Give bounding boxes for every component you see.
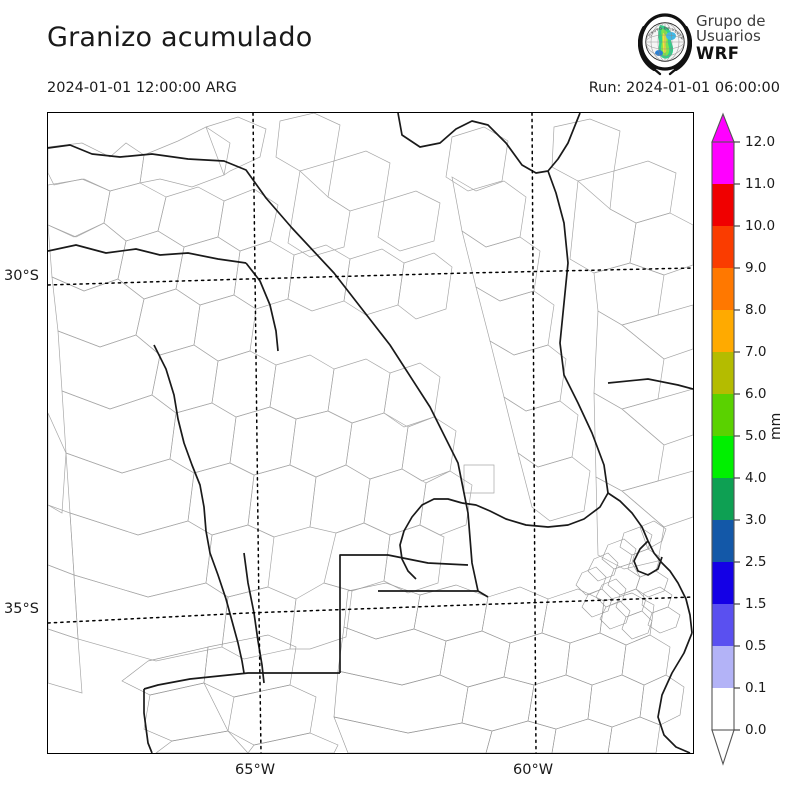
colorbar-band xyxy=(712,310,734,352)
wrf-globe-emblem-icon: GRUPO DE USUARIOS WRF xyxy=(636,9,693,76)
colorbar-color-bands xyxy=(712,142,734,730)
colorbar[interactable]: 12.0 11.0 10.0 9.0 8.0 7.0 6.0 5.0 4.0 3.0 2.5 1.5 0… xyxy=(700,110,800,790)
colorbar-band xyxy=(712,562,734,604)
colorbar-tick-label: 1.5 xyxy=(745,596,767,612)
gridline-lon-60 xyxy=(531,113,537,753)
colorbar-tick-label: 10.0 xyxy=(745,218,776,234)
gridline-lat-35 xyxy=(48,596,693,624)
colorbar-over-arrow xyxy=(711,112,735,143)
colorbar-band xyxy=(712,184,734,226)
colorbar-gradient-bar xyxy=(711,112,740,766)
valid-time-label: 2024-01-01 12:00:00 ARG xyxy=(47,80,237,96)
graticule-gridlines-layer xyxy=(48,113,693,753)
colorbar-band xyxy=(712,478,734,520)
colorbar-tick-label: 12.0 xyxy=(745,134,776,150)
colorbar-tick-label: 0.0 xyxy=(745,722,767,738)
colorbar-tick-label: 4.0 xyxy=(745,470,767,486)
axis-label-lon-65: 65°W xyxy=(235,762,276,778)
colorbar-band xyxy=(712,436,734,478)
colorbar-band xyxy=(712,646,734,688)
colorbar-band xyxy=(712,268,734,310)
colorbar-tick-label: 9.0 xyxy=(745,260,767,276)
map-vector-layers xyxy=(48,113,693,753)
axis-label-lat-30: 30°S xyxy=(4,268,39,284)
colorbar-tick-marks xyxy=(734,141,740,731)
logo-text-block: Grupo de Usuarios WRF xyxy=(696,12,766,63)
colorbar-band xyxy=(712,688,734,730)
wrf-user-group-logo: GRUPO DE USUARIOS WRF Grupo de Usuarios … xyxy=(636,9,798,78)
logo-line-2: Usuarios xyxy=(696,27,761,46)
colorbar-tick-label: 0.5 xyxy=(745,638,767,654)
gridline-lon-65 xyxy=(252,113,262,753)
colorbar-tick-label: 3.0 xyxy=(745,512,767,528)
page-title: Granizo acumulado xyxy=(47,22,313,53)
colorbar-band xyxy=(712,604,734,646)
axis-label-lon-60: 60°W xyxy=(513,762,554,778)
colorbar-tick-label: 6.0 xyxy=(745,386,767,402)
colorbar-band xyxy=(712,142,734,184)
colorbar-under-arrow xyxy=(711,729,735,766)
colorbar-unit-label: mm xyxy=(768,412,784,440)
colorbar-band xyxy=(712,394,734,436)
map-plot-area[interactable] xyxy=(47,112,694,754)
province-boundaries-layer xyxy=(48,113,693,753)
colorbar-band xyxy=(712,352,734,394)
model-run-label: Run: 2024-01-01 06:00:00 xyxy=(588,80,780,96)
colorbar-tick-label: 11.0 xyxy=(745,176,776,192)
colorbar-band xyxy=(712,226,734,268)
colorbar-tick-label: 0.1 xyxy=(745,680,767,696)
colorbar-tick-label: 8.0 xyxy=(745,302,767,318)
colorbar-tick-label: 7.0 xyxy=(745,344,767,360)
axis-label-lat-35: 35°S xyxy=(4,601,39,617)
colorbar-tick-label: 5.0 xyxy=(745,428,767,444)
department-boundaries-layer xyxy=(48,113,693,753)
colorbar-tick-label: 2.5 xyxy=(745,554,767,570)
gridline-lat-30 xyxy=(48,267,693,286)
logo-line-3: WRF xyxy=(696,43,740,63)
logo-line-1: Grupo de xyxy=(696,12,766,30)
colorbar-band xyxy=(712,520,734,562)
